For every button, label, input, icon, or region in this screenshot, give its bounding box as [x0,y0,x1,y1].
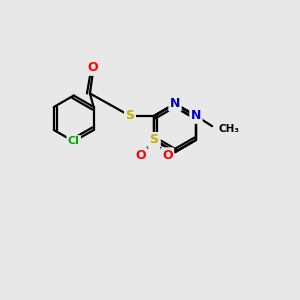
Text: S: S [125,109,134,122]
Text: O: O [136,149,146,162]
Text: O: O [162,149,173,162]
Text: S: S [150,134,159,146]
Text: N: N [149,134,159,146]
Text: N: N [191,109,201,122]
Text: Cl: Cl [68,136,80,146]
Text: N: N [170,97,180,110]
Text: CH₃: CH₃ [219,124,240,134]
Text: O: O [88,61,98,74]
